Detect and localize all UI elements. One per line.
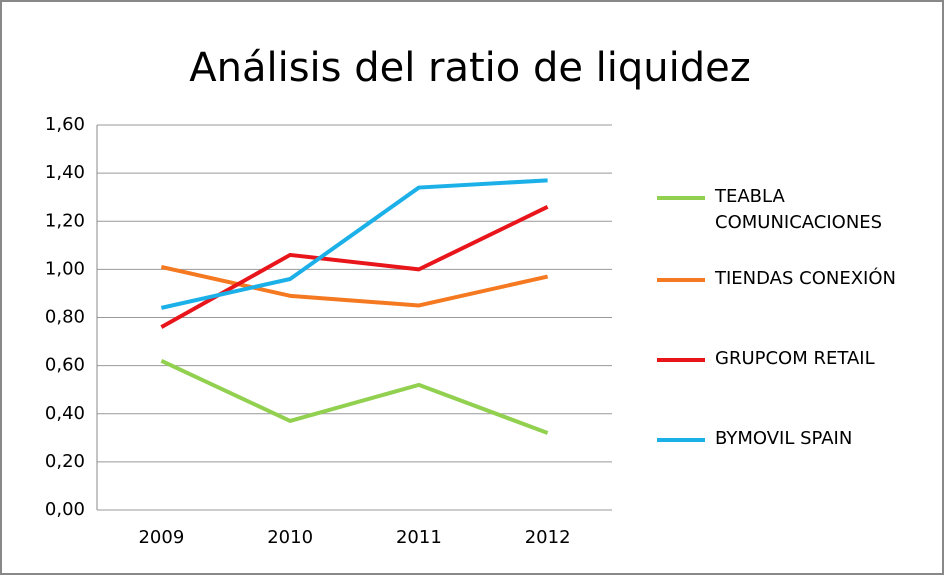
y-tick-label: 0,60 <box>45 355 85 376</box>
y-tick-label: 1,20 <box>45 210 85 231</box>
y-tick-label: 0,00 <box>45 499 85 520</box>
x-tick-label: 2009 <box>138 527 184 548</box>
y-tick-label: 0,80 <box>45 307 85 328</box>
y-tick-label: 1,60 <box>45 114 85 135</box>
series-line <box>160 178 548 310</box>
series-line <box>160 265 549 308</box>
legend-label: BYMOVIL SPAIN <box>715 428 853 449</box>
x-tick-label: 2010 <box>267 527 313 548</box>
y-tick-label: 1,00 <box>45 258 85 279</box>
x-tick-label: 2011 <box>396 527 442 548</box>
series-line <box>160 205 549 329</box>
y-tick-label: 0,40 <box>45 403 85 424</box>
chart-title: Análisis del ratio de liquidez <box>189 45 751 91</box>
legend-label: TEABLA COMUNICACIONES <box>715 186 883 233</box>
y-tick-label: 1,40 <box>45 162 85 183</box>
x-tick-label: 2012 <box>525 527 571 548</box>
y-tick-label: 0,20 <box>45 451 85 472</box>
series-line <box>160 359 549 435</box>
legend-label: TIENDAS CONEXIÓN <box>715 268 896 289</box>
legend-label: GRUPCOM RETAIL <box>715 348 875 369</box>
